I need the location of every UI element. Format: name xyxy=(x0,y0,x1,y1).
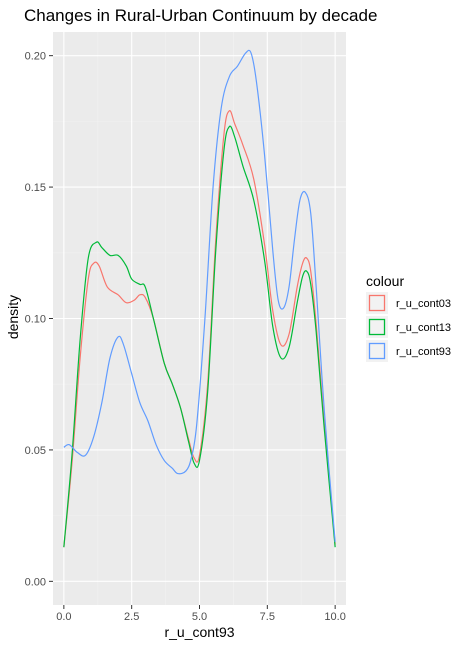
x-axis-title: r_u_cont93 xyxy=(164,624,234,640)
x-tick-label: 10.0 xyxy=(324,611,345,623)
legend-title: colour xyxy=(366,273,404,289)
series-line-r_u_cont13 xyxy=(63,125,336,548)
x-axis-ticks: 0.0 2.5 5.0 7.5 10.0 xyxy=(56,605,346,623)
legend-label: r_u_cont13 xyxy=(396,322,451,334)
y-axis-title: density xyxy=(5,295,21,339)
legend-key-swatch xyxy=(368,318,386,336)
y-tick-label: 0.10 xyxy=(25,314,46,326)
legend-item-r_u_cont03: r_u_cont03 xyxy=(366,292,451,314)
legend: colour r_u_cont03 r_u_cont13 r_u_cont93 xyxy=(366,273,451,362)
series-line-r_u_cont93 xyxy=(63,49,336,542)
legend-item-r_u_cont13: r_u_cont13 xyxy=(366,316,451,338)
x-tick-label: 0.0 xyxy=(56,611,71,623)
series-line-r_u_cont03 xyxy=(63,110,336,548)
x-tick-label: 5.0 xyxy=(192,611,207,623)
y-tick-label: 0.15 xyxy=(25,182,46,194)
y-tick-label: 0.20 xyxy=(25,51,46,63)
y-axis-ticks: 0.00 0.05 0.10 0.15 0.20 xyxy=(25,51,53,588)
legend-key-swatch xyxy=(368,342,386,360)
legend-item-r_u_cont93: r_u_cont93 xyxy=(366,340,451,362)
legend-key-background xyxy=(366,340,388,362)
legend-key-background xyxy=(366,316,388,338)
legend-key-background xyxy=(366,292,388,314)
plot-panel xyxy=(53,32,346,605)
x-tick-label: 2.5 xyxy=(124,611,139,623)
legend-label: r_u_cont93 xyxy=(396,346,451,358)
x-tick-label: 7.5 xyxy=(260,611,275,623)
legend-key-swatch xyxy=(368,294,386,312)
chart-title: Changes in Rural-Urban Continuum by deca… xyxy=(24,6,377,25)
y-tick-label: 0.00 xyxy=(25,576,46,588)
y-tick-label: 0.05 xyxy=(25,445,46,457)
legend-label: r_u_cont03 xyxy=(396,298,451,310)
